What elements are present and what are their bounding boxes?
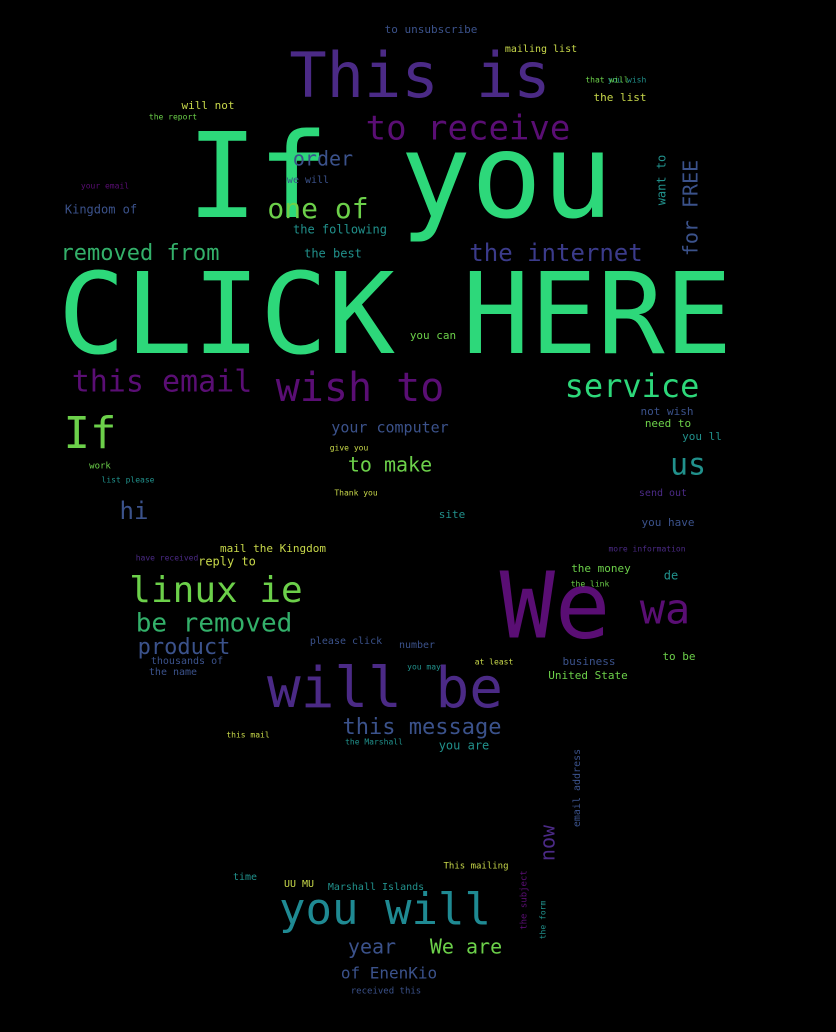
cloud-word-year: year [348, 935, 396, 959]
cloud-word-you-may: you may [407, 663, 441, 672]
cloud-word-linux-ie: linux ie [129, 570, 302, 611]
cloud-word-more-information: more information [608, 545, 685, 554]
cloud-word-marshall-islands: Marshall Islands [328, 882, 424, 893]
cloud-word-hi: hi [120, 497, 149, 525]
cloud-word-this-is: This is [289, 39, 550, 112]
cloud-word-us: us [670, 448, 706, 483]
cloud-word-mailing-list: mailing list [505, 44, 577, 55]
cloud-word-list-please: list please [102, 476, 155, 485]
cloud-word-you-wish: you wish [608, 76, 647, 85]
cloud-word-if: If [64, 408, 117, 459]
cloud-word-site: site [439, 508, 466, 521]
cloud-word-you-ll: you ll [682, 430, 722, 443]
cloud-word-be-removed: be removed [136, 609, 293, 639]
cloud-word-order: order [293, 147, 353, 171]
cloud-word-have-received: have received [136, 554, 199, 563]
cloud-word-send-out: send out [639, 488, 687, 499]
cloud-word-mail-the-kingdom: mail the Kingdom [220, 542, 326, 555]
cloud-word-we-will: we will [287, 175, 329, 186]
cloud-word-thank-you: Thank you [334, 489, 378, 498]
cloud-word-work: work [89, 462, 111, 472]
cloud-word-to-make: to make [348, 453, 432, 477]
cloud-word-kingdom-of: Kingdom of [65, 203, 137, 217]
cloud-word-give-you: give you [330, 444, 369, 453]
cloud-word-at-least: at least [475, 658, 514, 667]
cloud-word-you-are: you are [439, 739, 490, 753]
cloud-word-product: product [138, 635, 231, 660]
cloud-word-this-mail: this mail [226, 731, 270, 740]
cloud-word-click-here: CLICK HERE [58, 250, 732, 380]
cloud-word-the-form: the form [539, 901, 548, 940]
cloud-word-removed-from: removed from [61, 241, 220, 266]
cloud-word-to-receive: to receive [366, 109, 571, 149]
cloud-word-thousands-of: thousands of [151, 656, 223, 667]
cloud-word-you-have: you have [642, 516, 695, 529]
cloud-word-not-wish: not wish [641, 405, 694, 418]
cloud-word-service: service [565, 367, 700, 405]
cloud-word-de: de [664, 569, 678, 583]
cloud-word-if-you: If you [187, 107, 613, 245]
cloud-word-email-address: email address [572, 749, 583, 827]
cloud-word-to-be: to be [662, 650, 695, 663]
cloud-word-to-unsubscribe: to unsubscribe [385, 23, 478, 36]
cloud-word-wa: wa [640, 585, 691, 634]
cloud-word-this-message: this message [343, 715, 502, 740]
cloud-word-want-to: want to [655, 155, 669, 206]
cloud-word-the-internet: the internet [469, 239, 642, 267]
cloud-word-you-will: you will [279, 884, 491, 935]
cloud-word-now: now [536, 824, 560, 861]
cloud-word-number: number [399, 640, 435, 651]
cloud-word-you-can: you can [410, 329, 456, 342]
cloud-word-reply-to: reply to [198, 555, 256, 569]
cloud-word-business: business [563, 655, 616, 668]
cloud-word-need-to: need to [645, 417, 691, 430]
cloud-word-the-money: the money [571, 562, 631, 575]
cloud-word-one-of: one of [267, 192, 368, 225]
cloud-word-uu-mu: UU MU [284, 879, 314, 890]
cloud-word-will-not: will not [182, 99, 235, 112]
cloud-word-the-name: the name [149, 667, 197, 678]
cloud-word-wish-to: wish to [276, 365, 445, 411]
cloud-word-this-email: this email [72, 365, 253, 400]
cloud-word-united-state: United State [548, 669, 627, 682]
cloud-word-the-list: the list [594, 91, 647, 104]
cloud-word-the-best: the best [304, 247, 362, 261]
cloud-word-time: time [233, 872, 257, 883]
cloud-word-the-following: the following [293, 223, 387, 237]
cloud-word-the-subject: the subject [520, 870, 530, 930]
cloud-word-will-be: will be [267, 656, 503, 721]
cloud-word-received-this: received this [351, 987, 421, 997]
cloud-word-please-click: please click [310, 636, 382, 647]
cloud-word-that-will: that will [585, 76, 629, 85]
cloud-word-the-link: the link [571, 580, 610, 589]
cloud-word-we: We [500, 552, 611, 659]
cloud-word-of-enenkio: of EnenKio [341, 964, 437, 983]
cloud-word-your-computer: your computer [331, 419, 448, 437]
cloud-word-the-marshall: the Marshall [345, 738, 403, 747]
cloud-word-the-report: the report [149, 113, 197, 122]
cloud-word-for-free: for FREE [679, 160, 703, 256]
cloud-word-this-mailing: This mailing [443, 862, 508, 872]
cloud-word-we-are: We are [430, 935, 502, 959]
cloud-word-your-email: your email [81, 182, 129, 191]
